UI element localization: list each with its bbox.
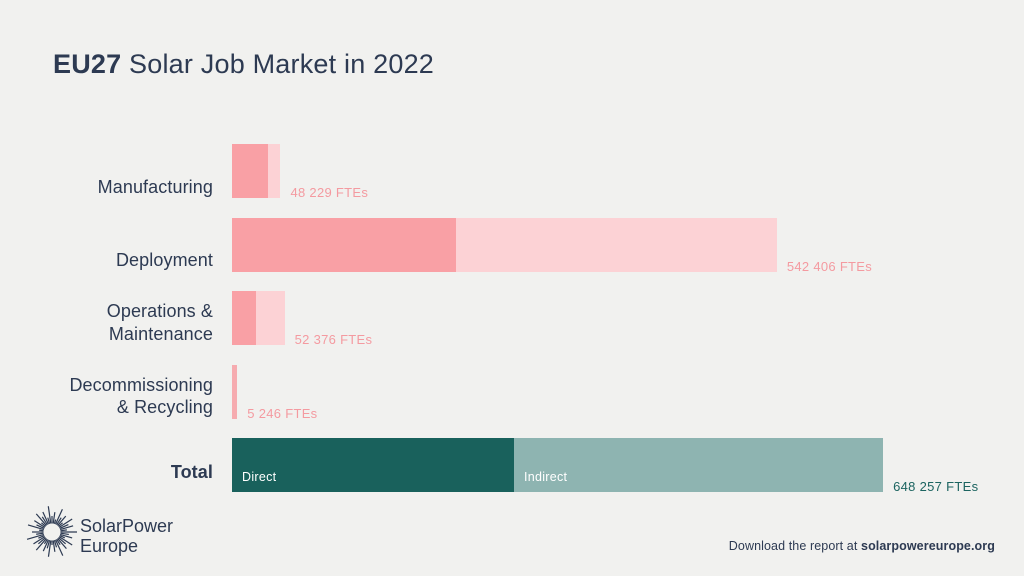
sunburst-ray bbox=[54, 539, 64, 556]
sunburst-ray bbox=[57, 538, 67, 550]
sunburst-ray bbox=[41, 516, 48, 526]
sunburst-ray bbox=[56, 538, 61, 545]
row-label-line: Decommissioning bbox=[69, 374, 213, 395]
sunburst-ray bbox=[59, 534, 65, 539]
bar-indirect-segment: Indirect bbox=[513, 438, 884, 492]
sunburst-ray bbox=[43, 538, 48, 545]
sunburst-ray bbox=[36, 524, 45, 530]
bar-indirect-segment bbox=[255, 291, 285, 345]
download-note: Download the report at solarpowereurope.… bbox=[729, 539, 995, 553]
row-label-line: Operations & bbox=[106, 301, 213, 321]
download-site: solarpowereurope.org bbox=[861, 539, 995, 553]
bar-direct-segment: Direct bbox=[232, 438, 514, 492]
bar-value-label: 5 246 FTEs bbox=[247, 405, 318, 421]
bar bbox=[232, 364, 238, 419]
chart-row-4: Total Direct Indirect 648 257 FTEs bbox=[0, 438, 1024, 494]
title-prefix: EU27 bbox=[53, 49, 122, 79]
row-label-line: Total bbox=[170, 461, 213, 482]
sunburst-ray bbox=[59, 533, 73, 539]
sunburst-ray bbox=[59, 525, 74, 531]
sunburst-ray bbox=[27, 524, 45, 531]
page-title: EU27 Solar Job Market in 2022 bbox=[53, 49, 434, 80]
row-label: Deployment bbox=[0, 249, 213, 272]
download-text: Download the report at bbox=[728, 539, 862, 553]
sunburst-ray bbox=[35, 513, 47, 526]
row-label-line: Maintenance bbox=[108, 323, 213, 344]
chart-row-3: Decommissioning & Recycling 5 246 FTEs bbox=[0, 364, 1024, 421]
chart-row-1: Deployment 542 406 FTEs bbox=[0, 217, 1024, 274]
bar-value-label: 542 406 FTEs bbox=[786, 258, 873, 274]
brand-line2: Europe bbox=[80, 535, 139, 556]
sunburst-ray bbox=[38, 534, 45, 539]
sunburst-ray bbox=[34, 520, 46, 528]
title-rest: Solar Job Market in 2022 bbox=[121, 49, 435, 79]
sunburst-ray bbox=[42, 511, 50, 525]
chart-row-2: Operations & Maintenance 52 376 FTEs bbox=[0, 291, 1024, 347]
row-label-line: Manufacturing bbox=[97, 176, 213, 197]
sunburst-ray bbox=[60, 529, 67, 532]
bar-direct-segment bbox=[232, 364, 238, 419]
row-label-line: Deployment bbox=[115, 250, 213, 270]
solarpower-sunburst-icon bbox=[26, 506, 77, 557]
sunburst-ray bbox=[54, 509, 63, 525]
brand-name: SolarPower Europe bbox=[80, 516, 174, 556]
sunburst-ray bbox=[59, 523, 69, 530]
row-label: Decommissioning & Recycling bbox=[0, 374, 213, 419]
solar-jobs-bar-chart: Manufacturing 48 229 FTEs Deployment 542 40… bbox=[0, 144, 1024, 512]
sunburst-ray bbox=[33, 536, 46, 545]
bar-value-label: 48 229 FTEs bbox=[290, 185, 369, 200]
sunburst-ray bbox=[52, 512, 56, 524]
sunburst-ray bbox=[26, 533, 45, 540]
sunburst-ray bbox=[47, 540, 52, 557]
sunburst-ray bbox=[57, 515, 67, 526]
bar bbox=[232, 144, 281, 198]
bar-indirect-segment bbox=[455, 217, 777, 272]
bar bbox=[232, 217, 777, 272]
row-label: Total bbox=[0, 461, 213, 484]
sunburst-ray bbox=[47, 506, 52, 524]
sunburst-ray bbox=[47, 517, 51, 525]
sunburst-ray bbox=[39, 529, 44, 532]
bar: Direct Indirect bbox=[232, 438, 884, 492]
sunburst-ray bbox=[53, 539, 58, 548]
row-label: Operations & Maintenance bbox=[0, 300, 213, 345]
sunburst-ray bbox=[42, 539, 50, 552]
sunburst-ray bbox=[58, 522, 63, 527]
brand-line1: SolarPower bbox=[80, 516, 174, 536]
bar-direct-segment bbox=[232, 217, 456, 272]
row-label: Manufacturing bbox=[0, 176, 213, 199]
sunburst-ray bbox=[53, 519, 57, 525]
sunburst-ray bbox=[36, 532, 44, 535]
sunburst-ray bbox=[38, 537, 46, 545]
chart-row-0: Manufacturing 48 229 FTEs bbox=[0, 144, 1024, 200]
indirect-segment-label: Indirect bbox=[523, 470, 568, 484]
sunburst-ray bbox=[41, 522, 46, 527]
bar-value-label: 648 257 FTEs bbox=[893, 479, 979, 494]
bar-direct-segment bbox=[232, 144, 268, 198]
sunburst-ray bbox=[52, 540, 56, 552]
bar-value-label: 52 376 FTEs bbox=[294, 332, 373, 347]
sunburst-ray bbox=[46, 539, 51, 549]
sunburst-ray bbox=[35, 538, 47, 551]
bar-direct-segment bbox=[232, 291, 256, 345]
bar bbox=[232, 291, 285, 345]
sunburst-ray bbox=[60, 532, 69, 536]
sunburst-ray bbox=[58, 518, 73, 528]
bar-indirect-segment bbox=[267, 144, 281, 198]
sunburst-ray bbox=[58, 536, 73, 546]
row-label-line: & Recycling bbox=[116, 397, 213, 417]
direct-segment-label: Direct bbox=[242, 470, 277, 484]
sunburst-ray bbox=[58, 537, 66, 545]
sunburst-ray bbox=[56, 517, 62, 526]
